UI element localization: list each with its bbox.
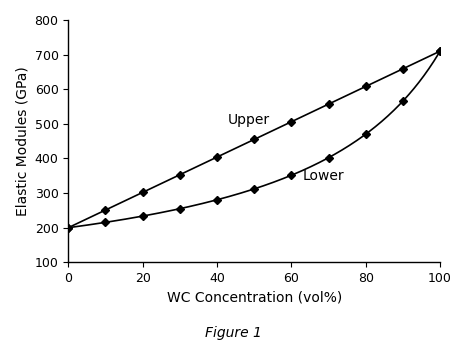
Text: Lower: Lower — [303, 169, 344, 183]
Text: Figure 1: Figure 1 — [205, 326, 262, 340]
Y-axis label: Elastic Modules (GPa): Elastic Modules (GPa) — [15, 66, 29, 216]
X-axis label: WC Concentration (vol%): WC Concentration (vol%) — [167, 291, 342, 305]
Text: Upper: Upper — [228, 113, 270, 127]
